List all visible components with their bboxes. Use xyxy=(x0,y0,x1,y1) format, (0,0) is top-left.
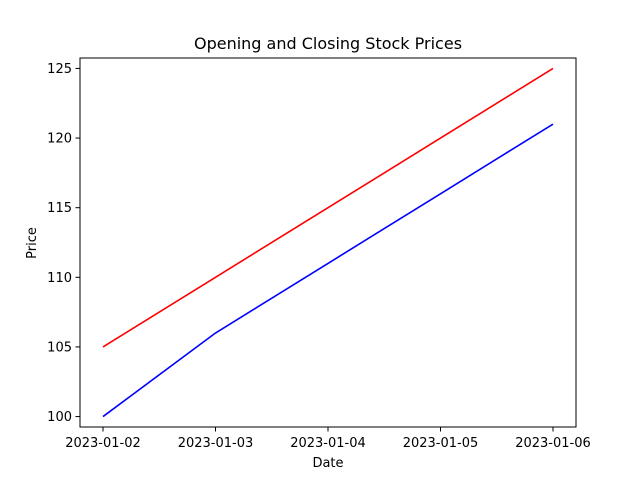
chart-title: Opening and Closing Stock Prices xyxy=(194,34,462,53)
y-tick-label: 100 xyxy=(47,410,72,425)
y-tick-label: 120 xyxy=(47,132,72,147)
x-axis-label: Date xyxy=(312,456,343,471)
x-tick-label: 2023-01-02 xyxy=(65,436,141,451)
y-tick-label: 105 xyxy=(47,340,72,355)
series-layer xyxy=(102,67,554,418)
y-tick-label: 125 xyxy=(47,62,72,77)
series-line-opening xyxy=(102,123,554,418)
x-tick-label: 2023-01-06 xyxy=(515,436,591,451)
x-tick-label: 2023-01-05 xyxy=(403,436,479,451)
y-axis-label: Price xyxy=(25,227,40,259)
x-tick-label: 2023-01-04 xyxy=(290,436,366,451)
series-line-closing xyxy=(102,67,554,348)
y-axis-ticks: 100 105 110 115 120 125 xyxy=(47,62,80,425)
x-tick-label: 2023-01-03 xyxy=(178,436,254,451)
y-tick-label: 110 xyxy=(47,271,72,286)
x-axis-ticks: 2023-01-02 2023-01-03 2023-01-04 2023-01-05… xyxy=(65,427,591,451)
y-tick-label: 115 xyxy=(47,201,72,216)
